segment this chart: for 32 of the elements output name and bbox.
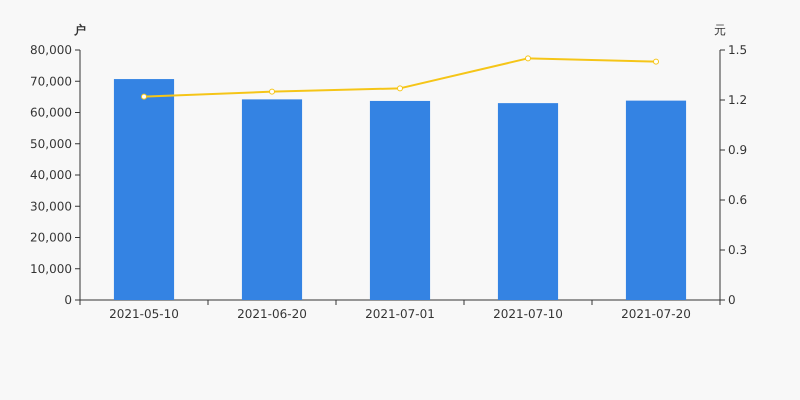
- y2-tick-label: 0.3: [728, 243, 748, 257]
- y-tick-label: 40,000: [30, 168, 72, 182]
- point: [141, 94, 147, 100]
- point: [653, 58, 659, 65]
- y2-tick-label: 1.5: [728, 43, 748, 57]
- y-tick-label: 20,000: [30, 230, 72, 244]
- y-tick-label: 0: [64, 293, 72, 307]
- y-tick-label: 70,000: [30, 74, 72, 88]
- y-tick-label: 50,000: [30, 136, 72, 151]
- bar: [370, 100, 430, 300]
- bar: [626, 100, 686, 300]
- y-tick-label: 10,000: [30, 262, 72, 276]
- point: [269, 88, 275, 95]
- bar: [114, 79, 174, 300]
- point: [397, 85, 403, 92]
- x-tick-label: 2021-07-20: [621, 307, 691, 321]
- bar: [498, 103, 558, 300]
- y2-tick-label: 0: [728, 293, 736, 307]
- y-tick-label: 30,000: [30, 199, 72, 214]
- y-tick-label: 60,000: [30, 106, 72, 120]
- point: [525, 55, 531, 62]
- y2-tick-label: 0.6: [728, 193, 748, 207]
- y-tick-label: 80,000: [30, 43, 72, 57]
- y2-tick-label: 1.2: [728, 93, 748, 107]
- y2-tick-label: 0.9: [728, 143, 748, 157]
- x-tick-label: 2021-06-20: [237, 307, 307, 321]
- x-tick-label: 2021-07-10: [493, 307, 563, 321]
- x-tick-label: 2021-07-01: [365, 307, 435, 321]
- y2-axis-title: 元: [714, 23, 726, 37]
- x-tick-label: 2021-05-10: [109, 307, 179, 321]
- y-axis-title: 户: [73, 23, 86, 37]
- bar: [242, 99, 302, 300]
